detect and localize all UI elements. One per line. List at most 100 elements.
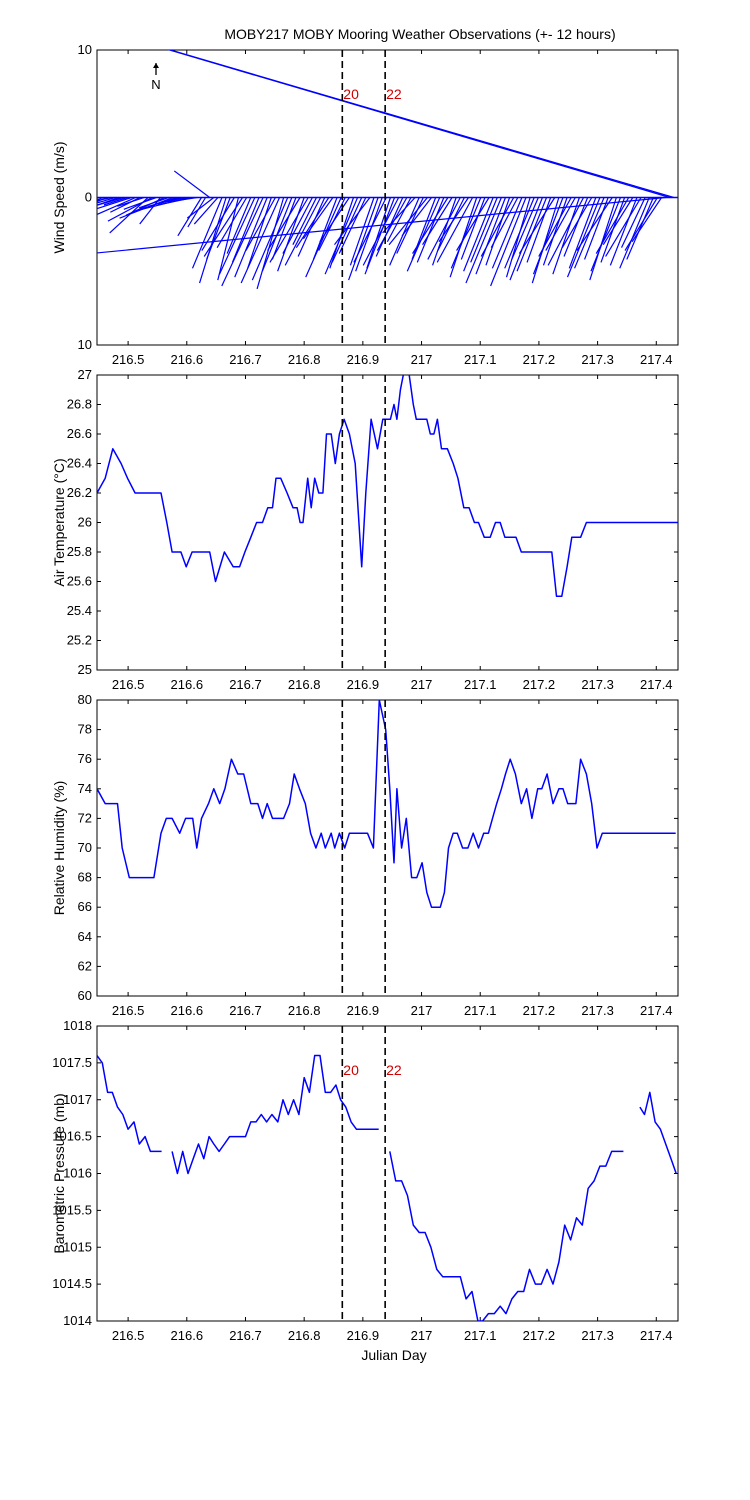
y-tick-label: 10	[78, 42, 92, 57]
wind-stick	[438, 197, 469, 243]
x-tick-label: 217.4	[640, 677, 673, 692]
wind-stick	[186, 197, 215, 219]
wind-stick	[401, 197, 432, 237]
wind-stick	[256, 197, 285, 290]
wind-stick	[566, 197, 601, 278]
x-tick-label: 217	[411, 352, 433, 367]
wind-stick	[331, 197, 363, 263]
wind-stick	[568, 197, 597, 269]
wind-stick	[518, 197, 556, 254]
x-tick-label: 216.5	[112, 1328, 145, 1343]
wind-stick	[470, 197, 498, 263]
wind-stick	[125, 196, 165, 216]
panel-relative-humidity: 216.5 216.6 216.7 216.8 216.9 217 217.1 217.2 21…	[51, 692, 679, 1018]
wind-stick	[138, 196, 169, 209]
plot-area	[97, 1054, 677, 1321]
wind-stick	[605, 197, 642, 257]
wind-stick	[117, 196, 145, 207]
y-tick-label: 1014	[63, 1313, 92, 1328]
y-tick-label: 0	[85, 190, 92, 205]
wind-stick	[123, 196, 157, 210]
series-line-segment	[171, 1054, 379, 1175]
wind-stick	[312, 197, 338, 260]
north-label: N	[151, 77, 160, 92]
y-tick-label: 10	[78, 337, 92, 352]
wind-stick	[173, 170, 211, 198]
wind-stick	[563, 197, 589, 257]
y-tick-label: 25	[78, 662, 92, 677]
wind-stick	[234, 197, 268, 278]
chart-panels: 216.5 216.6 216.7 216.8 216.9 217 217.1 217.2 21…	[51, 42, 679, 1343]
y-tick-label: 1016	[63, 1166, 92, 1181]
wind-stick	[595, 197, 630, 254]
x-tick-label: 217.1	[464, 1003, 497, 1018]
y-tick-label: 60	[78, 988, 92, 1003]
wind-stick	[449, 197, 478, 278]
y-tick-label: 25.8	[67, 544, 92, 559]
wind-stick	[97, 196, 666, 254]
x-tick-label: 217.4	[640, 1328, 673, 1343]
wind-stick	[245, 197, 276, 251]
wind-stick	[158, 196, 186, 204]
y-tick-label: 27	[78, 367, 92, 382]
x-tick-label: 217	[411, 1328, 433, 1343]
y-tick-label: 26.2	[67, 485, 92, 500]
series-line-segment	[639, 1091, 677, 1174]
panel-wind: 216.5 216.6 216.7 216.8 216.9 217 217.1 217.2 21…	[51, 42, 679, 367]
wind-stick	[589, 197, 617, 281]
wind-stick	[609, 197, 638, 266]
wind-stick	[97, 196, 120, 206]
wind-stick	[491, 197, 523, 269]
wind-stick	[531, 197, 560, 284]
series-line	[97, 375, 678, 598]
y-tick-label: 1017	[63, 1092, 92, 1107]
wind-stick	[490, 197, 519, 248]
y-tick-label: 1018	[63, 1018, 92, 1033]
x-tick-label: 216.6	[171, 352, 204, 367]
wind-stick	[226, 197, 252, 254]
x-tick-label: 217.1	[464, 1328, 497, 1343]
wind-stick	[282, 197, 313, 254]
y-axis-label: Relative Humidity (%)	[51, 781, 67, 916]
wind-stick	[436, 197, 474, 263]
time-marker-label: 22	[386, 1062, 402, 1078]
x-tick-label: 216.9	[347, 677, 380, 692]
y-tick-label: 26.6	[67, 426, 92, 441]
wind-stick	[463, 197, 494, 272]
x-tick-label: 216.9	[347, 1328, 380, 1343]
wind-stick	[97, 196, 136, 216]
x-tick-label: 216.6	[171, 1003, 204, 1018]
wind-stick	[602, 197, 634, 246]
wind-stick	[334, 197, 371, 246]
wind-stick	[267, 197, 301, 251]
x-tick-label: 217.1	[464, 677, 497, 692]
y-tick-label: 25.4	[67, 603, 92, 618]
x-tick-label: 216.7	[229, 677, 262, 692]
wind-stick	[251, 197, 289, 281]
wind-stick	[412, 197, 449, 254]
x-tick-label: 217.2	[523, 1328, 556, 1343]
wind-stick	[619, 197, 650, 269]
wind-stick	[193, 197, 219, 225]
wind-stick	[231, 197, 260, 263]
wind-stick	[187, 197, 207, 228]
wind-stick	[388, 197, 428, 246]
wind-stick	[97, 196, 112, 202]
wind-stick	[191, 197, 223, 269]
wind-stick	[203, 197, 244, 257]
y-tick-label: 66	[78, 899, 92, 914]
time-marker-label: 22	[386, 86, 402, 102]
x-tick-label: 216.8	[288, 1328, 321, 1343]
figure-title: MOBY217 MOBY Mooring Weather Observation…	[224, 26, 615, 42]
panel-air-temperature: 216.5 216.6 216.7 216.8 216.9 217 217.1 217.2 21…	[51, 367, 679, 692]
x-tick-label: 216.9	[347, 1003, 380, 1018]
y-tick-label: 68	[78, 870, 92, 885]
wind-stick	[168, 50, 675, 199]
wind-stick	[362, 197, 400, 266]
wind-stick	[620, 197, 646, 248]
x-tick-label: 217.2	[523, 677, 556, 692]
wind-stick	[389, 197, 420, 266]
wind-stick	[97, 196, 116, 204]
